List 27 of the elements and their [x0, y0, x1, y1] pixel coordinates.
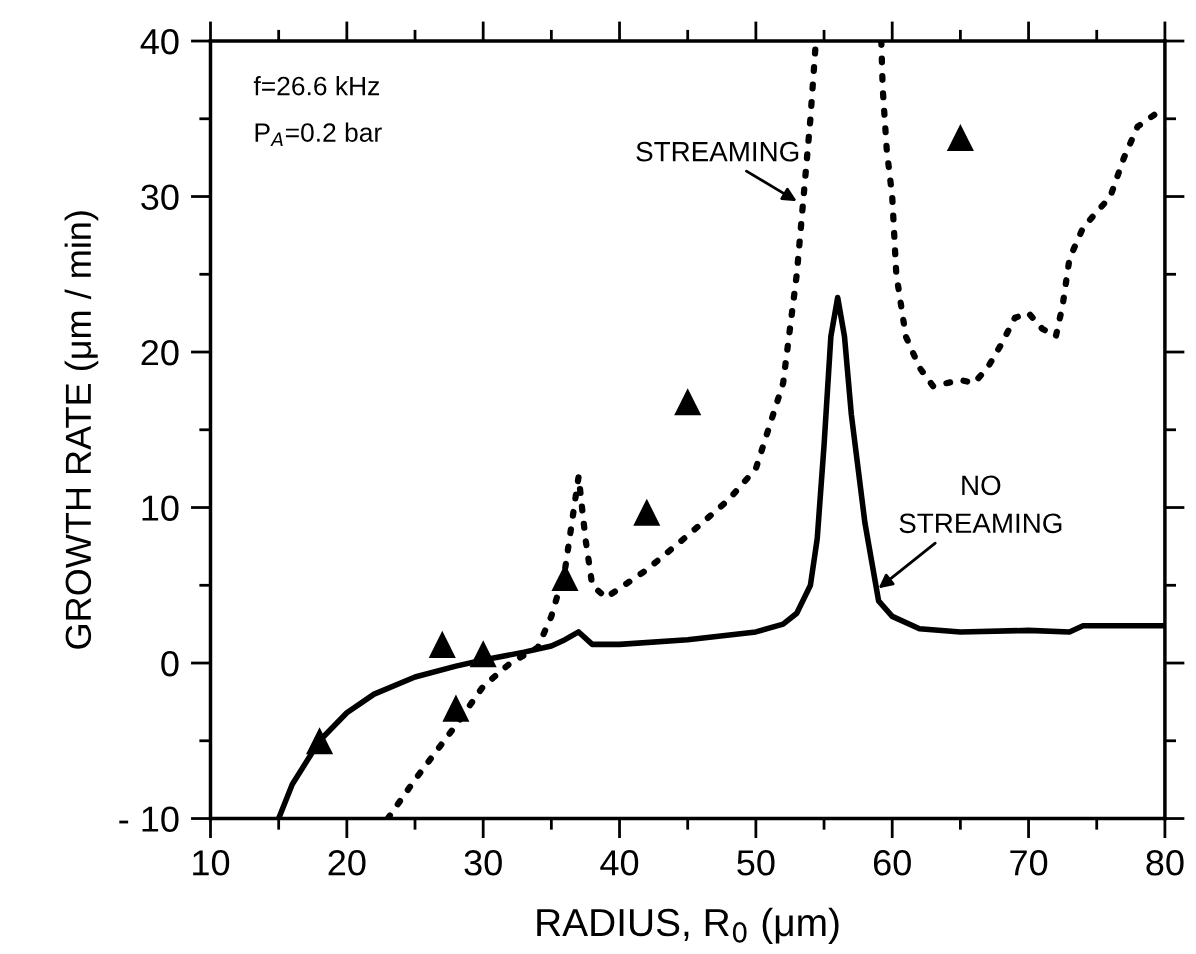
point [469, 640, 497, 668]
point [633, 498, 661, 526]
annotation: STREAMING [636, 141, 799, 162]
y-tick-label: 20 [141, 339, 179, 366]
y-tick-label: 30 [141, 184, 179, 210]
y-axis-title: GROWTH RATE (μm / min) [64, 211, 99, 649]
x-tick-label: 40 [600, 850, 639, 876]
annotation: NO STREAMING [899, 475, 1062, 534]
annotation: P$_{A}$=0.2 bar [255, 122, 382, 146]
x-tick-label: 60 [873, 850, 911, 876]
x-tick-label: 20 [328, 850, 366, 876]
point [674, 388, 702, 416]
x-tick-label: 30 [464, 850, 502, 876]
y-tick-label: - 10 [119, 806, 179, 832]
point [428, 630, 456, 658]
x-tick-label: 10 [193, 850, 230, 876]
x-tick-label: 80 [1146, 850, 1184, 876]
annotation: f=26.6 kHz [253, 76, 380, 96]
y-tick-label: 10 [142, 495, 179, 521]
point [306, 727, 334, 755]
point [442, 694, 470, 722]
y-tick-label: 40 [140, 28, 179, 55]
y-tick-label: 0 [161, 650, 179, 677]
x-tick-label: 70 [1010, 850, 1048, 876]
x-tick-label: 50 [737, 850, 775, 876]
point [946, 123, 974, 151]
x-axis-title: RADIUS, R$_{0}$ (μm) [537, 907, 839, 944]
